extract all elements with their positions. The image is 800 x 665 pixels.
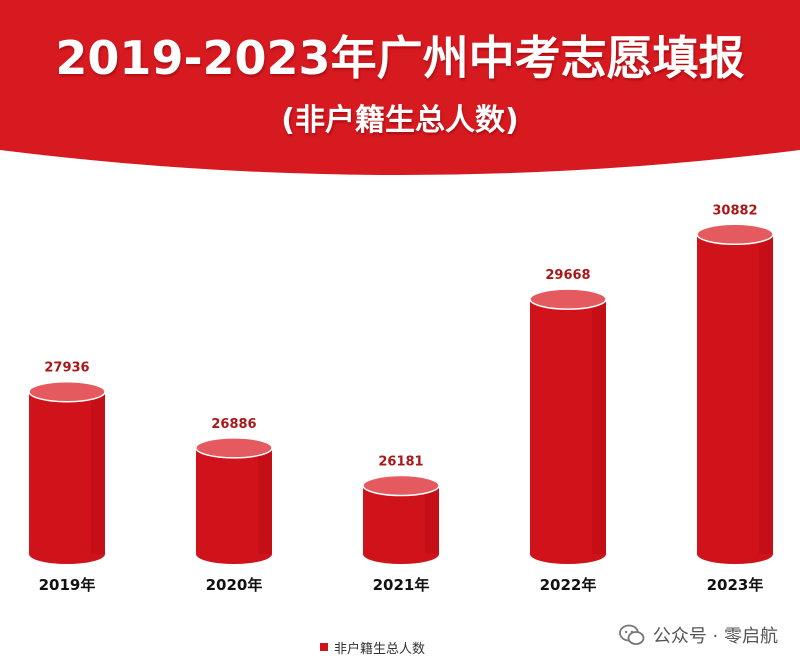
value-label-group: 27936 26886 26181 29668 30882 xyxy=(44,203,757,469)
title-banner xyxy=(0,0,800,175)
bar-0 xyxy=(28,380,106,564)
bar-top xyxy=(362,474,440,497)
bar-top xyxy=(529,288,607,310)
bar-top xyxy=(696,223,774,246)
bar-shade xyxy=(759,234,773,555)
legend-label: 非户籍生总人数 xyxy=(334,641,426,657)
bar-1 xyxy=(195,437,273,564)
bar-shade xyxy=(258,447,272,554)
bar-top xyxy=(195,437,273,459)
category-label: 2022年 xyxy=(540,576,597,594)
watermark: 公众号 · 零启航 xyxy=(618,620,778,650)
category-label: 2019年 xyxy=(39,576,96,594)
bar-top xyxy=(28,380,106,403)
watermark-text: 公众号 · 零启航 xyxy=(652,626,778,647)
value-label: 30882 xyxy=(712,203,757,218)
bar-body xyxy=(697,234,773,565)
bar-body xyxy=(196,447,272,564)
bar-shade xyxy=(592,299,606,554)
category-label-group: 2019年 2020年 2021年 2022年 2023年 xyxy=(39,576,764,594)
legend: 非户籍生总人数 xyxy=(320,637,425,657)
category-label: 2021年 xyxy=(373,576,430,594)
value-label: 26886 xyxy=(211,417,256,432)
bar-3 xyxy=(529,288,607,564)
bar-2 xyxy=(362,474,440,564)
category-label: 2023年 xyxy=(707,576,764,594)
bar-body xyxy=(29,391,105,564)
value-label: 29668 xyxy=(545,268,590,283)
category-label: 2020年 xyxy=(206,576,263,594)
bar-body xyxy=(530,299,606,564)
legend-swatch xyxy=(320,643,328,651)
value-label: 26181 xyxy=(378,455,423,470)
banner-shape xyxy=(0,0,800,175)
bar-body xyxy=(363,485,439,564)
bar-shade xyxy=(91,391,105,554)
chart-title: 2019-2023年广州中考志愿填报 xyxy=(55,31,745,85)
wechat-icon xyxy=(618,624,645,645)
bar-4 xyxy=(696,223,774,565)
value-label: 27936 xyxy=(44,361,89,376)
bar-shade xyxy=(425,485,439,554)
bar-group xyxy=(28,223,774,565)
chart-subtitle: (非户籍生总人数) xyxy=(281,103,519,138)
